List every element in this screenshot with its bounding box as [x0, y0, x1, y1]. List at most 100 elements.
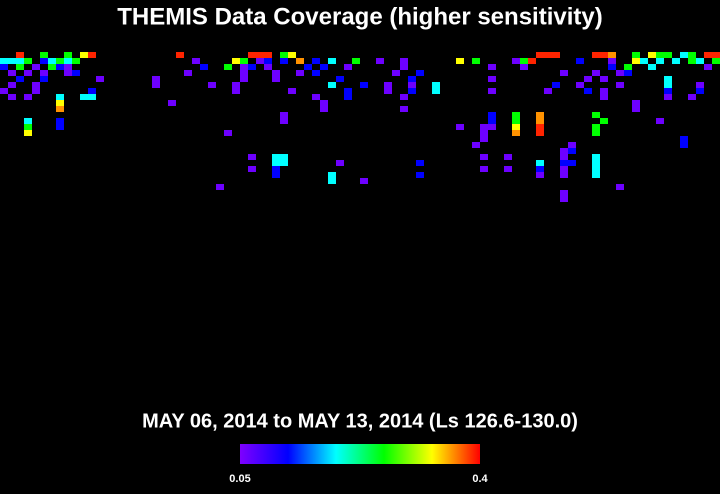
coverage-cell — [328, 178, 336, 184]
coverage-cell — [600, 88, 608, 94]
coverage-cell — [240, 64, 248, 70]
coverage-cell — [264, 64, 272, 70]
coverage-cell — [616, 82, 624, 88]
colorbar-tick-label: 0.05 — [229, 473, 250, 485]
coverage-cell — [568, 160, 576, 166]
coverage-cell — [672, 58, 680, 64]
coverage-cell — [360, 178, 368, 184]
chart-subtitle: MAY 06, 2014 to MAY 13, 2014 (Ls 126.6-1… — [142, 410, 578, 432]
coverage-cell — [0, 64, 8, 70]
coverage-cell — [56, 100, 64, 106]
coverage-cell — [600, 76, 608, 82]
coverage-cell — [0, 58, 8, 64]
coverage-cell — [8, 94, 16, 100]
coverage-cell — [576, 82, 584, 88]
coverage-cell — [640, 58, 648, 64]
coverage-cell — [696, 58, 704, 64]
coverage-cell — [8, 82, 16, 88]
coverage-cell — [512, 112, 520, 118]
coverage-cell — [256, 52, 264, 58]
coverage-cell — [504, 166, 512, 172]
coverage-cell — [632, 106, 640, 112]
coverage-cell — [24, 124, 32, 130]
coverage-cell — [272, 76, 280, 82]
coverage-cell — [552, 52, 560, 58]
coverage-cell — [328, 58, 336, 64]
coverage-cell — [536, 172, 544, 178]
coverage-cell — [320, 106, 328, 112]
colorbar — [240, 444, 480, 464]
coverage-cell — [408, 88, 416, 94]
coverage-cell — [240, 70, 248, 76]
coverage-cell — [552, 82, 560, 88]
coverage-cell — [656, 52, 664, 58]
coverage-cell — [296, 58, 304, 64]
coverage-cell — [152, 76, 160, 82]
coverage-cell — [520, 58, 528, 64]
coverage-cell — [592, 70, 600, 76]
coverage-cell — [88, 88, 96, 94]
coverage-cell — [280, 154, 288, 160]
coverage-cell — [80, 52, 88, 58]
coverage-cell — [688, 94, 696, 100]
coverage-cell — [600, 52, 608, 58]
coverage-cell — [456, 58, 464, 64]
coverage-cell — [400, 64, 408, 70]
coverage-cell — [512, 130, 520, 136]
coverage-cell — [536, 160, 544, 166]
coverage-cell — [272, 166, 280, 172]
coverage-cell — [664, 76, 672, 82]
coverage-cell — [64, 58, 72, 64]
coverage-cell — [72, 70, 80, 76]
coverage-cell — [32, 88, 40, 94]
coverage-cell — [24, 94, 32, 100]
coverage-cell — [560, 172, 568, 178]
coverage-cell — [248, 64, 256, 70]
coverage-cell — [312, 94, 320, 100]
coverage-cell — [320, 100, 328, 106]
coverage-cell — [280, 52, 288, 58]
coverage-cell — [608, 58, 616, 64]
coverage-cell — [592, 166, 600, 172]
coverage-cell — [8, 70, 16, 76]
coverage-cell — [488, 112, 496, 118]
coverage-cell — [240, 58, 248, 64]
coverage-cell — [264, 58, 272, 64]
coverage-cell — [56, 124, 64, 130]
coverage-cell — [488, 64, 496, 70]
coverage-cell — [344, 64, 352, 70]
coverage-cell — [568, 142, 576, 148]
coverage-cell — [664, 52, 672, 58]
coverage-cell — [32, 64, 40, 70]
coverage-cell — [336, 76, 344, 82]
coverage-cell — [376, 58, 384, 64]
coverage-cell — [600, 118, 608, 124]
coverage-cell — [472, 58, 480, 64]
coverage-cell — [584, 88, 592, 94]
colorbar-tick-label: 0.4 — [472, 473, 488, 485]
coverage-cell — [432, 88, 440, 94]
coverage-cell — [704, 52, 712, 58]
coverage-cell — [568, 148, 576, 154]
coverage-cell — [232, 58, 240, 64]
coverage-cell — [664, 82, 672, 88]
coverage-cell — [520, 64, 528, 70]
coverage-cell — [536, 130, 544, 136]
coverage-cell — [488, 118, 496, 124]
coverage-cell — [624, 64, 632, 70]
coverage-cell — [168, 100, 176, 106]
coverage-cell — [40, 58, 48, 64]
coverage-cell — [488, 88, 496, 94]
coverage-cell — [40, 70, 48, 76]
coverage-cell — [8, 58, 16, 64]
coverage-cell — [480, 166, 488, 172]
coverage-cell — [680, 52, 688, 58]
coverage-cell — [336, 160, 344, 166]
coverage-cell — [248, 52, 256, 58]
coverage-cell — [616, 184, 624, 190]
coverage-cell — [272, 70, 280, 76]
coverage-cell — [632, 100, 640, 106]
coverage-cell — [384, 88, 392, 94]
